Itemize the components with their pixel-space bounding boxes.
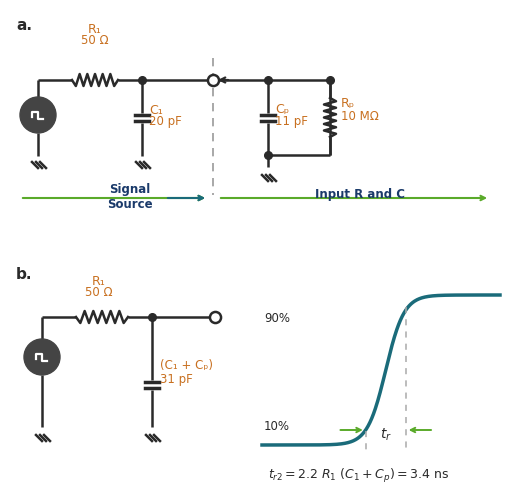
Text: 31 pF: 31 pF (160, 372, 192, 386)
Text: 90%: 90% (264, 311, 290, 325)
Text: b.: b. (16, 267, 33, 282)
Text: 50 Ω: 50 Ω (81, 34, 108, 47)
Text: 10 MΩ: 10 MΩ (341, 110, 378, 123)
Text: Cₚ: Cₚ (274, 103, 289, 116)
Text: Rₚ: Rₚ (341, 96, 354, 109)
Circle shape (24, 339, 60, 375)
Text: R₁: R₁ (88, 23, 102, 36)
Text: 11 pF: 11 pF (274, 115, 307, 129)
Text: 10%: 10% (264, 419, 290, 432)
Text: (C₁ + Cₚ): (C₁ + Cₚ) (160, 358, 213, 371)
Text: Input R and C: Input R and C (315, 188, 404, 201)
Text: R₁: R₁ (92, 275, 106, 288)
Text: 50 Ω: 50 Ω (85, 286, 112, 299)
Text: 20 pF: 20 pF (149, 115, 181, 129)
Text: Signal
Source: Signal Source (107, 183, 153, 211)
Text: C₁: C₁ (149, 103, 162, 116)
Circle shape (20, 97, 56, 133)
Text: a.: a. (16, 18, 32, 33)
Text: $t_{r2} = 2.2\ R_1\ (C_1 + C_p) = 3.4\ \mathrm{ns}$: $t_{r2} = 2.2\ R_1\ (C_1 + C_p) = 3.4\ \… (267, 467, 448, 485)
Text: $t_r$: $t_r$ (379, 427, 391, 443)
